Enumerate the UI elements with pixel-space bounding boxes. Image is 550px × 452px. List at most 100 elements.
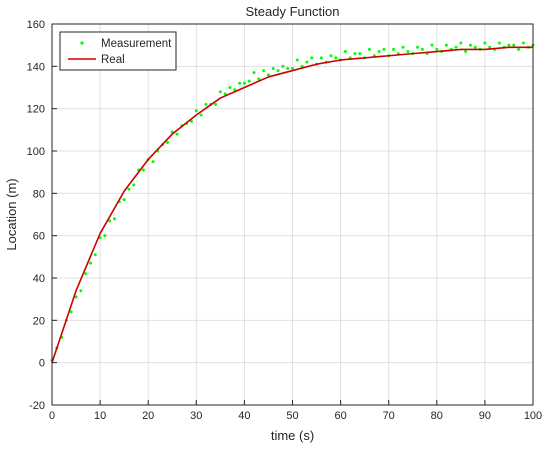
y-tick-label: 40	[33, 273, 45, 285]
measurement-point	[151, 160, 155, 164]
measurement-point	[132, 183, 136, 187]
y-tick-label: 20	[33, 315, 45, 327]
measurement-point	[189, 119, 193, 123]
x-tick-label: 70	[383, 410, 395, 422]
measurement-point	[517, 47, 521, 51]
measurement-point	[334, 56, 338, 60]
measurement-point	[286, 66, 290, 70]
axis-ticks: 0 10 20 30 40 50 60 70 80 90 100 -20 0 20 40 60 80 100 120…	[27, 19, 543, 422]
measurement-point	[199, 113, 203, 117]
measurement-point	[291, 66, 294, 70]
x-tick-label: 20	[142, 410, 154, 422]
legend-label-real: Real	[101, 54, 125, 66]
measurement-point	[401, 45, 405, 49]
measurement-point	[430, 43, 434, 47]
measurement-point	[295, 58, 299, 62]
x-tick-label: 100	[524, 410, 542, 422]
measurement-point	[93, 253, 97, 257]
measurement-point	[113, 217, 117, 221]
measurement-point	[122, 198, 126, 202]
measurement-point	[238, 81, 242, 85]
measurement-point	[247, 79, 251, 83]
legend-marker-measurement	[80, 41, 84, 45]
grid-lines	[52, 24, 533, 405]
measurement-point	[329, 54, 333, 58]
measurement-point	[454, 45, 458, 49]
measurement-point	[353, 52, 357, 56]
y-tick-label: 120	[27, 104, 45, 116]
x-tick-label: 60	[334, 410, 346, 422]
measurement-point	[473, 45, 477, 49]
measurement-point	[416, 45, 420, 49]
measurement-point	[69, 310, 73, 314]
measurement-point	[281, 64, 285, 68]
legend-label-measurement: Measurement	[101, 38, 172, 50]
measurement-point	[420, 47, 424, 51]
measurement-point	[512, 43, 516, 47]
measurement-point	[310, 56, 314, 60]
measurement-point	[223, 92, 227, 96]
measurement-point	[367, 47, 371, 51]
measurement-point	[444, 43, 448, 47]
x-tick-label: 0	[49, 410, 55, 422]
measurement-point	[194, 109, 198, 113]
measurement-point	[252, 71, 256, 75]
x-tick-label: 30	[190, 410, 202, 422]
measurement-point	[88, 261, 92, 265]
x-tick-label: 90	[479, 410, 491, 422]
y-tick-label: 80	[33, 188, 45, 200]
y-tick-label: 160	[27, 19, 45, 31]
measurement-point	[214, 102, 218, 106]
measurement-point	[521, 41, 525, 45]
measurement-point	[271, 66, 275, 70]
measurement-point	[79, 289, 83, 293]
measurement-point	[488, 45, 492, 49]
x-tick-label: 10	[94, 410, 106, 422]
measurement-point	[459, 41, 463, 45]
x-axis-label: time (s)	[271, 428, 314, 443]
measurement-point	[103, 234, 107, 238]
measurement-point	[497, 41, 501, 45]
measurement-point	[165, 141, 169, 145]
measurement-point	[233, 88, 237, 92]
y-tick-label: 140	[27, 61, 45, 73]
measurement-point	[218, 90, 222, 94]
measurement-point	[464, 50, 468, 54]
measurement-point	[175, 132, 179, 136]
y-axis-label: Location (m)	[4, 178, 19, 250]
measurement-point	[382, 47, 386, 51]
measurement-point	[343, 50, 347, 54]
legend-box	[59, 31, 177, 71]
measurement-point	[127, 187, 131, 191]
measurement-point	[276, 69, 280, 73]
y-tick-label: 0	[39, 358, 45, 370]
measurement-point	[242, 81, 246, 85]
measurement-point	[358, 52, 362, 56]
measurement-point	[483, 41, 487, 45]
chart-title: Steady Function	[246, 4, 340, 19]
measurement-point	[228, 86, 232, 89]
measurement-point	[406, 50, 410, 54]
x-tick-label: 80	[431, 410, 443, 422]
legend: Measurement Real	[59, 31, 177, 71]
measurement-point	[262, 69, 266, 73]
measurement-point	[204, 102, 208, 106]
y-tick-label: 100	[27, 146, 45, 158]
measurement-point	[319, 56, 323, 60]
measurement-point	[257, 77, 261, 81]
measurement-point	[305, 60, 309, 64]
x-tick-label: 40	[238, 410, 250, 422]
measurement-point	[468, 43, 472, 47]
measurement-point	[84, 272, 88, 276]
measurement-point	[141, 168, 145, 172]
x-tick-label: 50	[286, 410, 298, 422]
y-tick-label: -20	[29, 400, 45, 412]
measurement-point	[108, 219, 112, 223]
measurement-point	[392, 47, 396, 51]
measurement-point	[507, 43, 511, 47]
measurement-point	[435, 47, 439, 51]
y-tick-label: 60	[33, 231, 45, 243]
measurement-point	[266, 73, 270, 77]
